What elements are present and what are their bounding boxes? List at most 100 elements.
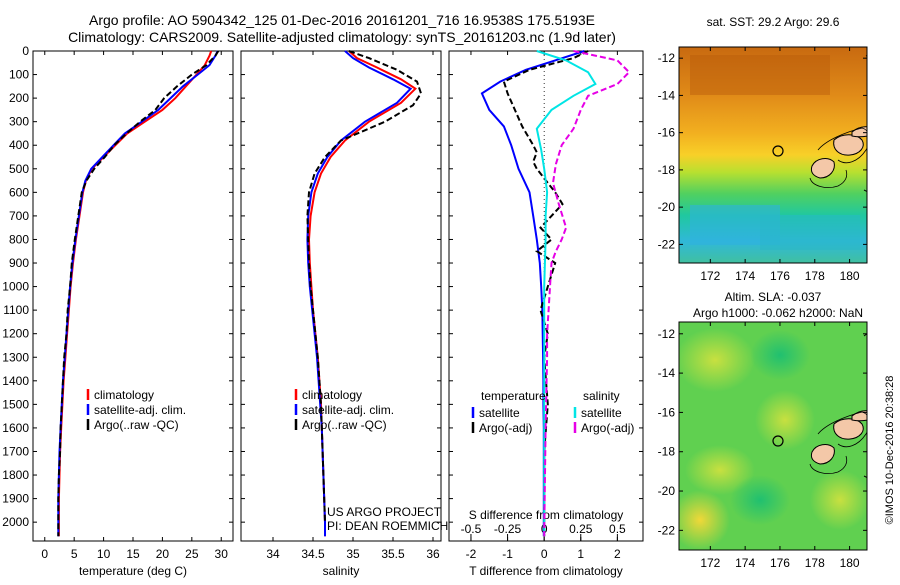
figure-title-line1: Argo profile: AO 5904342_125 01-Dec-2016… bbox=[89, 12, 595, 28]
reef-outline bbox=[809, 455, 848, 474]
x-tick-label: 34.5 bbox=[301, 547, 325, 561]
map-x-tick-label: 176 bbox=[770, 556, 790, 570]
project-annotation: PI: DEAN ROEMMICH bbox=[327, 519, 448, 533]
x-axis-label: T difference from climatology bbox=[469, 564, 623, 578]
map-x-tick-label: 174 bbox=[735, 269, 755, 283]
plot-frame bbox=[240, 50, 442, 542]
map-x-tick-label: 176 bbox=[770, 269, 790, 283]
profile-panel-3: -2 -1 0 1 2-0.5 -0.25 0 0.25 0.5S difference fro… bbox=[448, 50, 644, 578]
x-tick-label: 36 bbox=[426, 547, 440, 561]
plot-frame bbox=[448, 50, 644, 542]
x-tick-label: -1 bbox=[502, 547, 513, 561]
legend-label: satellite bbox=[581, 406, 622, 420]
legend-label: satellite-adj. clim. bbox=[94, 403, 186, 417]
sla-anomaly-blob bbox=[679, 490, 730, 550]
y-tick-label: 900 bbox=[9, 256, 29, 270]
x-tick-label: 30 bbox=[215, 547, 229, 561]
legend-label: satellite-adj. clim. bbox=[302, 403, 394, 417]
y-tick-label: 1200 bbox=[2, 327, 29, 341]
y-tick-label: 300 bbox=[9, 115, 29, 129]
map-y-tick-label: -18 bbox=[658, 163, 676, 177]
x2-tick-label: -0.5 bbox=[461, 522, 482, 536]
y-tick-label: 1600 bbox=[2, 421, 29, 435]
series-line-argo-adj- bbox=[502, 50, 589, 537]
sst-cool-patch bbox=[760, 215, 860, 250]
map-x-tick-label: 178 bbox=[805, 556, 825, 570]
y-tick-label: 600 bbox=[9, 185, 29, 199]
map-y-tick-label: -12 bbox=[658, 327, 676, 341]
y-tick-label: 0 bbox=[22, 44, 29, 58]
profile-panel-1: 0 5 10 15 20 25 30 temperature (deg C) 0 100 200 30… bbox=[2, 44, 234, 578]
x2-tick-label: 0.25 bbox=[569, 522, 593, 536]
sla-map-title-line2: Argo h1000: -0.062 h2000: NaN bbox=[693, 306, 863, 320]
y-tick-label: 1500 bbox=[2, 397, 29, 411]
series-line-climatology bbox=[57, 50, 213, 537]
sla-anomaly-blob bbox=[750, 330, 810, 380]
island-fiji bbox=[833, 418, 864, 440]
sla-map: Altim. SLA: -0.037 Argo h1000: -0.062 h2… bbox=[658, 290, 868, 570]
sla-anomaly-blob bbox=[679, 328, 755, 392]
sla-anomaly-blob bbox=[810, 470, 867, 530]
y-tick-label: 2000 bbox=[2, 515, 29, 529]
sla-map-frame bbox=[678, 321, 868, 551]
x-tick-label: 15 bbox=[126, 547, 140, 561]
map-y-tick-label: -22 bbox=[658, 237, 676, 251]
x-tick-label: 0 bbox=[541, 547, 548, 561]
project-annotation: US ARGO PROJECT bbox=[327, 505, 442, 519]
map-y-tick-label: -12 bbox=[658, 51, 676, 65]
figure-title-line2: Climatology: CARS2009. Satellite-adjuste… bbox=[68, 29, 616, 45]
legend-header: temperature bbox=[481, 389, 546, 403]
map-x-tick-label: 178 bbox=[805, 269, 825, 283]
y-tick-label: 1700 bbox=[2, 444, 29, 458]
map-y-tick-label: -20 bbox=[658, 200, 676, 214]
island-vanua-levu bbox=[851, 126, 867, 138]
y-tick-label: 400 bbox=[9, 138, 29, 152]
legend-label: Argo(..raw -QC) bbox=[94, 418, 179, 432]
x-tick-label: 0 bbox=[41, 547, 48, 561]
y-tick-label: 700 bbox=[9, 209, 29, 223]
map-y-tick-label: -20 bbox=[658, 484, 676, 498]
legend-label: Argo(..raw -QC) bbox=[302, 418, 387, 432]
sst-map-frame bbox=[678, 46, 868, 264]
x2-tick-label: 0.5 bbox=[609, 522, 626, 536]
series-line-satellite bbox=[480, 50, 585, 537]
x2-tick-label: -0.25 bbox=[494, 522, 522, 536]
y-tick-label: 1900 bbox=[2, 492, 29, 506]
x-tick-label: -2 bbox=[466, 547, 477, 561]
x-tick-label: 2 bbox=[614, 547, 621, 561]
legend-label: Argo(-adj) bbox=[581, 421, 634, 435]
map-x-tick-label: 174 bbox=[735, 556, 755, 570]
y-tick-label: 1400 bbox=[2, 374, 29, 388]
profile-panel-2: 34 34.5 35 35.5 36 salinity climatologysatelli… bbox=[240, 50, 448, 578]
sla-anomaly-blob bbox=[685, 445, 755, 495]
x-tick-label: 5 bbox=[71, 547, 78, 561]
x-tick-label: 34 bbox=[266, 547, 280, 561]
legend-label: satellite bbox=[479, 406, 520, 420]
y-tick-label: 1100 bbox=[3, 303, 29, 317]
reef-outline bbox=[817, 127, 867, 164]
map-y-tick-label: -16 bbox=[658, 126, 676, 140]
series-line-argo-adj- bbox=[543, 50, 631, 537]
map-y-tick-label: -22 bbox=[658, 523, 676, 537]
map-y-tick-label: -14 bbox=[658, 88, 676, 102]
x-tick-label: 1 bbox=[577, 547, 584, 561]
island-rotuma bbox=[863, 333, 867, 479]
legend-label: Argo(-adj) bbox=[479, 421, 532, 435]
island-vanua-levu bbox=[851, 410, 867, 422]
y-tick-label: 1000 bbox=[2, 280, 29, 294]
map-y-tick-label: -16 bbox=[658, 405, 676, 419]
series-line-argo-raw-qc- bbox=[306, 50, 423, 523]
x-tick-label: 10 bbox=[97, 547, 111, 561]
series-line-argo-raw-qc- bbox=[57, 50, 220, 537]
sla-anomaly-blob bbox=[730, 475, 790, 525]
y-tick-label: 1300 bbox=[2, 350, 29, 364]
sst-map-title: sat. SST: 29.2 Argo: 29.6 bbox=[707, 15, 840, 29]
y-tick-label: 100 bbox=[9, 68, 29, 82]
legend-label: climatology bbox=[302, 388, 362, 402]
x-axis-label: temperature (deg C) bbox=[79, 564, 187, 578]
x2-axis-label: S difference from climatology bbox=[469, 508, 624, 522]
x-tick-label: 35 bbox=[346, 547, 360, 561]
island-viti-levu bbox=[810, 444, 835, 465]
x-tick-label: 25 bbox=[185, 547, 199, 561]
